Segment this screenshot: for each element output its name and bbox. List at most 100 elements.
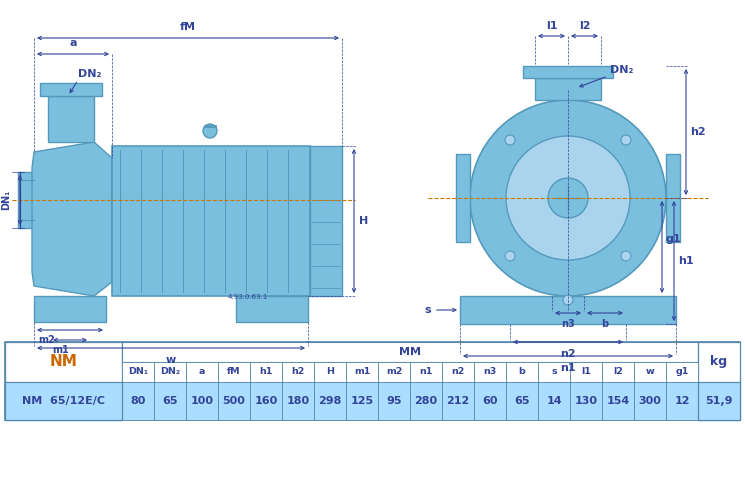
- Text: 80: 80: [130, 396, 146, 406]
- Bar: [602, 362, 634, 382]
- Bar: [442, 382, 474, 420]
- Text: s: s: [425, 305, 431, 315]
- Text: a: a: [69, 38, 77, 48]
- Text: 60: 60: [482, 396, 498, 406]
- Bar: [218, 382, 250, 420]
- Bar: [346, 382, 378, 420]
- Bar: [634, 382, 666, 420]
- Bar: [314, 362, 346, 382]
- Text: 500: 500: [223, 396, 245, 406]
- Text: h2: h2: [291, 367, 305, 376]
- Bar: [154, 382, 186, 420]
- Text: w: w: [646, 367, 654, 376]
- Text: 100: 100: [191, 396, 214, 406]
- Text: n2: n2: [560, 349, 576, 359]
- Bar: [410, 382, 442, 420]
- Bar: [506, 362, 538, 382]
- Bar: [698, 342, 740, 420]
- Bar: [634, 362, 666, 382]
- Bar: [122, 382, 154, 420]
- Text: 12: 12: [674, 396, 690, 406]
- Text: 125: 125: [350, 396, 373, 406]
- Bar: [282, 362, 314, 382]
- Bar: [570, 382, 602, 420]
- Text: n1: n1: [419, 367, 433, 376]
- Bar: [535, 78, 601, 100]
- Bar: [186, 382, 218, 420]
- Text: 160: 160: [254, 396, 278, 406]
- Bar: [40, 83, 102, 96]
- Bar: [698, 382, 740, 420]
- Bar: [122, 342, 698, 362]
- Text: a: a: [199, 367, 205, 376]
- Text: 4.93.0.63.1: 4.93.0.63.1: [228, 294, 268, 300]
- Text: 180: 180: [286, 396, 310, 406]
- Bar: [666, 382, 698, 420]
- Circle shape: [505, 135, 515, 145]
- Polygon shape: [32, 142, 112, 296]
- Text: n2: n2: [451, 367, 465, 376]
- Text: l2: l2: [579, 21, 590, 31]
- Text: w: w: [166, 355, 176, 365]
- Text: 14: 14: [546, 396, 562, 406]
- Text: n3: n3: [561, 319, 575, 329]
- Text: 95: 95: [386, 396, 402, 406]
- Text: n1: n1: [560, 363, 576, 373]
- Text: m1: m1: [52, 345, 69, 355]
- Text: m2: m2: [38, 335, 54, 345]
- Bar: [456, 154, 470, 242]
- Bar: [5, 382, 122, 420]
- Bar: [218, 362, 250, 382]
- Text: l1: l1: [546, 21, 557, 31]
- Text: n3: n3: [484, 367, 497, 376]
- Bar: [48, 96, 94, 142]
- Bar: [474, 382, 506, 420]
- Bar: [18, 172, 34, 228]
- Text: h2: h2: [690, 127, 706, 137]
- Text: 298: 298: [318, 396, 342, 406]
- Bar: [236, 296, 308, 322]
- Text: NM: NM: [50, 354, 77, 369]
- Bar: [112, 146, 310, 296]
- Bar: [666, 362, 698, 382]
- Text: fM: fM: [180, 22, 196, 32]
- Bar: [282, 382, 314, 420]
- Bar: [506, 382, 538, 420]
- Text: 65: 65: [162, 396, 178, 406]
- Circle shape: [563, 295, 573, 305]
- Text: 154: 154: [606, 396, 630, 406]
- Text: DN₂: DN₂: [160, 367, 180, 376]
- Bar: [5, 342, 122, 420]
- Bar: [5, 342, 740, 420]
- Text: g1: g1: [666, 234, 682, 244]
- Bar: [570, 362, 602, 382]
- Text: NM  65/12E/C: NM 65/12E/C: [22, 396, 105, 406]
- Bar: [602, 382, 634, 420]
- Bar: [666, 154, 680, 242]
- Bar: [474, 362, 506, 382]
- Circle shape: [621, 251, 631, 261]
- Text: MM: MM: [399, 347, 421, 357]
- Text: DN₂: DN₂: [610, 65, 633, 75]
- Bar: [310, 146, 342, 296]
- Circle shape: [506, 136, 630, 260]
- Bar: [314, 382, 346, 420]
- Bar: [34, 296, 106, 322]
- Text: h1: h1: [259, 367, 273, 376]
- Text: s: s: [551, 367, 557, 376]
- Circle shape: [203, 124, 217, 138]
- Text: l1: l1: [581, 367, 591, 376]
- Bar: [538, 362, 570, 382]
- Text: 51,9: 51,9: [706, 396, 733, 406]
- Bar: [250, 362, 282, 382]
- Bar: [154, 362, 186, 382]
- Bar: [442, 362, 474, 382]
- Text: b: b: [601, 319, 609, 329]
- Text: l2: l2: [613, 367, 623, 376]
- Circle shape: [621, 135, 631, 145]
- Text: m2: m2: [386, 367, 402, 376]
- Text: 280: 280: [414, 396, 437, 406]
- Text: 300: 300: [638, 396, 662, 406]
- Bar: [186, 362, 218, 382]
- Text: fM: fM: [227, 367, 241, 376]
